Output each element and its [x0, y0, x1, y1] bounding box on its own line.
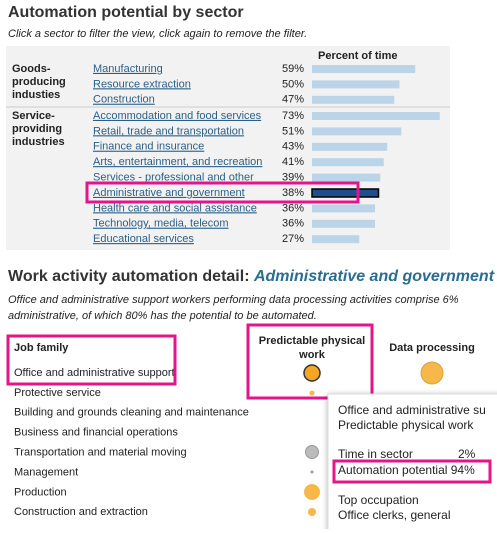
job-family[interactable]: Management [14, 466, 78, 478]
bar[interactable] [312, 112, 440, 120]
group-label-line: producing [12, 76, 66, 88]
tooltip-activity: Predictable physical work [338, 418, 474, 432]
highlight [85, 181, 360, 204]
job-family[interactable]: Transportation and material moving [14, 447, 187, 459]
percent-label: 51% [282, 125, 304, 137]
highlight [332, 459, 492, 484]
sector-name[interactable]: Accommodation and food services [93, 110, 262, 122]
bubble[interactable] [310, 470, 314, 474]
bubble[interactable] [308, 508, 316, 516]
percent-label: 43% [282, 141, 304, 153]
job-family[interactable]: Construction and extraction [14, 506, 148, 518]
bar[interactable] [312, 219, 375, 228]
percent-label: 39% [282, 172, 304, 184]
tooltip-label: Time in sector [338, 447, 413, 461]
tooltip [327, 393, 497, 534]
sector-name[interactable]: Retail, trade and transportation [93, 125, 244, 137]
bar[interactable] [312, 158, 384, 167]
percent-label: 41% [282, 156, 304, 168]
tooltip-occupation: Office clerks, general [338, 508, 451, 522]
tooltip-value: 2% [458, 447, 476, 461]
header-line: Predictable physical [259, 335, 365, 347]
bar[interactable] [311, 188, 380, 198]
sector-name[interactable]: Construction [93, 94, 155, 106]
bubble[interactable] [309, 390, 315, 396]
job-family[interactable]: Production [14, 486, 67, 498]
group-label-line: Goods- [12, 63, 51, 75]
percent-label: 38% [282, 187, 304, 199]
bubble[interactable] [303, 364, 321, 382]
heading: Work activity automation detail: [8, 268, 254, 285]
bar[interactable] [312, 235, 360, 244]
bar[interactable] [312, 80, 400, 89]
percent-label: 47% [282, 94, 304, 106]
description: administrative, of which 80% has the pot… [8, 310, 317, 322]
column-header: Percent of time [318, 50, 397, 62]
bar[interactable] [312, 127, 402, 136]
sector-name[interactable]: Finance and insurance [93, 141, 204, 153]
bubbles [303, 361, 444, 516]
subtitle: Click a sector to filter the view, click… [8, 28, 307, 40]
bubble[interactable] [420, 361, 444, 385]
group-label-line: providing [12, 123, 62, 135]
bar[interactable] [312, 65, 416, 73]
bar[interactable] [312, 95, 395, 104]
group-label: Service-providing industries [12, 110, 65, 148]
tooltip-automation: Automation potential 94% [338, 463, 475, 477]
job-family[interactable]: Business and financial operations [14, 427, 178, 439]
bar[interactable] [312, 173, 381, 182]
bar[interactable] [312, 204, 375, 213]
column-header: Predictable physical work [259, 335, 365, 361]
percent-label: 59% [282, 63, 304, 75]
highlight [6, 334, 177, 386]
column-header: Job family [14, 342, 69, 354]
percent-label: 27% [282, 233, 304, 245]
group-label-line: Service- [12, 110, 55, 122]
percent-label: 36% [282, 202, 304, 214]
sector-name[interactable]: Technology, media, telecom [93, 218, 229, 230]
group-label-line: industries [12, 136, 65, 148]
bubble[interactable] [304, 484, 320, 500]
description: Office and administrative support worker… [8, 294, 459, 306]
tooltip-title: Office and administrative su [338, 403, 486, 417]
title: Automation potential by sector [8, 4, 244, 21]
sector-name[interactable]: Arts, entertainment, and recreation [93, 156, 262, 168]
group-label-line: industies [12, 89, 60, 101]
sector-name[interactable]: Educational services [93, 233, 194, 245]
header-line: work [298, 349, 326, 361]
sector-name[interactable]: Resource extraction [93, 78, 191, 90]
job-family[interactable]: Protective service [14, 387, 101, 399]
sector-name[interactable]: Manufacturing [93, 63, 163, 75]
bubble[interactable] [305, 445, 319, 459]
percent-label: 36% [282, 218, 304, 230]
highlight [246, 323, 374, 400]
column-header: Data processing [389, 342, 475, 354]
job-family[interactable]: Building and grounds cleaning and mainte… [14, 407, 249, 419]
tooltip-label: Top occupation [338, 493, 419, 507]
sector-name[interactable]: Health care and social assistance [93, 202, 257, 214]
tooltip-content: Office and administrative su Predictable… [338, 403, 486, 522]
sector-name[interactable]: Administrative and government [93, 187, 245, 199]
percent-label: 50% [282, 78, 304, 90]
detail-heading: Work activity automation detail: Adminis… [8, 268, 495, 285]
sector-name[interactable]: Services - professional and other [93, 172, 254, 184]
heading-sector: Administrative and government [253, 268, 495, 285]
bar[interactable] [312, 142, 388, 151]
group-label: Goods-producing industies [12, 63, 66, 101]
percent-label: 73% [282, 110, 304, 122]
job-family[interactable]: Office and administrative support [14, 367, 175, 379]
